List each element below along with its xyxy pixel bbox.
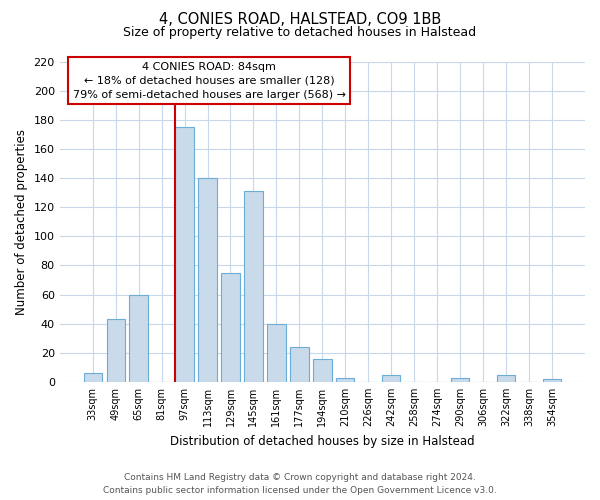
Text: 4, CONIES ROAD, HALSTEAD, CO9 1BB: 4, CONIES ROAD, HALSTEAD, CO9 1BB xyxy=(159,12,441,28)
Text: Size of property relative to detached houses in Halstead: Size of property relative to detached ho… xyxy=(124,26,476,39)
Bar xyxy=(221,272,239,382)
Bar xyxy=(543,379,561,382)
Bar xyxy=(267,324,286,382)
Bar xyxy=(244,191,263,382)
Bar xyxy=(107,320,125,382)
Bar xyxy=(382,374,400,382)
Text: Contains HM Land Registry data © Crown copyright and database right 2024.
Contai: Contains HM Land Registry data © Crown c… xyxy=(103,474,497,495)
Bar xyxy=(313,358,332,382)
Bar xyxy=(130,294,148,382)
Bar xyxy=(83,373,102,382)
Bar xyxy=(199,178,217,382)
X-axis label: Distribution of detached houses by size in Halstead: Distribution of detached houses by size … xyxy=(170,434,475,448)
Y-axis label: Number of detached properties: Number of detached properties xyxy=(15,128,28,314)
Bar xyxy=(451,378,469,382)
Bar xyxy=(497,374,515,382)
Bar xyxy=(175,127,194,382)
Bar xyxy=(290,347,308,382)
Text: 4 CONIES ROAD: 84sqm
← 18% of detached houses are smaller (128)
79% of semi-deta: 4 CONIES ROAD: 84sqm ← 18% of detached h… xyxy=(73,62,346,100)
Bar xyxy=(336,378,355,382)
